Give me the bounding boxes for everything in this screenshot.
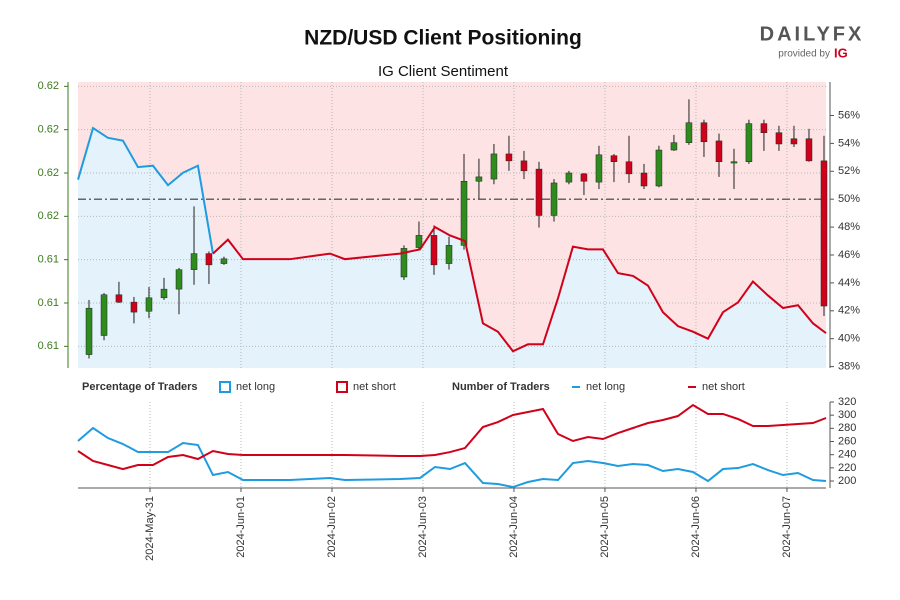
y-tick-label: 0.61 (38, 254, 59, 266)
candle-body (565, 172, 573, 183)
legend-label: net short (353, 381, 396, 393)
candle-body (790, 138, 798, 145)
candle-body (475, 176, 483, 182)
candle-body (655, 149, 663, 187)
candle-body (190, 253, 198, 270)
candle-body (130, 301, 138, 313)
legend-label: net long (586, 381, 625, 393)
x-tick-label: 2024-Jun-04 (508, 496, 520, 558)
candle-body (715, 140, 723, 162)
y-tick-label: 240 (838, 449, 856, 461)
candle-body (445, 245, 453, 264)
y2-tick-label: 50% (838, 193, 860, 205)
legend-label: net long (236, 381, 275, 393)
legend-swatch (336, 381, 348, 393)
candle-body (490, 153, 498, 180)
y2-tick-label: 40% (838, 333, 860, 345)
candle-body (520, 160, 528, 172)
candle-body (550, 182, 558, 216)
candle-body (115, 294, 123, 303)
legend-title: Number of Traders (452, 381, 550, 393)
candle-body (100, 294, 108, 336)
y-tick-label: 320 (838, 396, 856, 408)
y-tick-label: 200 (838, 475, 856, 487)
candle-body (205, 253, 213, 266)
candle-body (400, 248, 408, 278)
candle-body (580, 173, 588, 182)
y-tick-label: 0.62 (38, 80, 59, 92)
x-tick-label: 2024-Jun-06 (690, 496, 702, 558)
legend-label: net short (702, 381, 745, 393)
candle-body (730, 161, 738, 164)
candle-body (535, 168, 543, 216)
candle-body (775, 132, 783, 145)
candle-body (670, 142, 678, 151)
y-tick-label: 260 (838, 435, 856, 447)
candle-body (805, 138, 813, 162)
y2-tick-label: 52% (838, 165, 860, 177)
candle-body (220, 258, 228, 264)
logo-ig: IG (834, 45, 848, 60)
y2-tick-label: 56% (838, 109, 860, 121)
candle-body (760, 123, 768, 133)
candle-body (145, 297, 153, 312)
candle-body (460, 180, 468, 246)
x-tick-label: 2024-Jun-03 (417, 496, 429, 558)
x-tick-label: 2024-Jun-02 (326, 496, 338, 558)
y-tick-label: 220 (838, 462, 856, 474)
x-tick-label: 2024-Jun-01 (235, 496, 247, 558)
legend-swatch (219, 381, 231, 393)
y-tick-label: 0.61 (38, 297, 59, 309)
y2-tick-label: 42% (838, 305, 860, 317)
series-line (77, 403, 827, 471)
y2-tick-label: 54% (838, 137, 860, 149)
series-line (212, 225, 827, 353)
y-tick-label: 0.62 (38, 210, 59, 222)
candle-body (610, 155, 618, 162)
candle-body (430, 235, 438, 266)
x-tick-label: 2024-May-31 (144, 496, 156, 561)
candle-body (700, 122, 708, 143)
y-tick-label: 0.61 (38, 340, 59, 352)
candle-body (85, 307, 93, 355)
series-line (77, 126, 214, 254)
y-tick-label: 0.62 (38, 167, 59, 179)
candle-body (175, 269, 183, 290)
candle-body (640, 172, 648, 187)
y-tick-label: 300 (838, 409, 856, 421)
logo-brand: DAILYFX (760, 23, 865, 45)
candle-body (415, 235, 423, 248)
candle-body (685, 122, 693, 143)
series-line (77, 426, 827, 489)
chart-title: NZD/USD Client Positioning (304, 27, 582, 50)
y2-tick-label: 48% (838, 221, 860, 233)
x-tick-label: 2024-Jun-07 (781, 496, 793, 558)
candle-body (160, 288, 168, 299)
x-tick-label: 2024-Jun-05 (599, 496, 611, 558)
chart-subtitle: IG Client Sentiment (378, 63, 509, 80)
candle-body (820, 160, 828, 307)
y2-tick-label: 44% (838, 277, 860, 289)
y-tick-label: 0.62 (38, 124, 59, 136)
candle-body (745, 123, 753, 162)
candle-body (625, 161, 633, 175)
y2-tick-label: 46% (838, 249, 860, 261)
candle-body (595, 154, 603, 183)
logo-provided-by: provided by (778, 49, 830, 60)
legend-title: Percentage of Traders (82, 381, 198, 393)
candle-body (505, 153, 513, 162)
y2-tick-label: 38% (838, 361, 860, 373)
y-tick-label: 280 (838, 422, 856, 434)
